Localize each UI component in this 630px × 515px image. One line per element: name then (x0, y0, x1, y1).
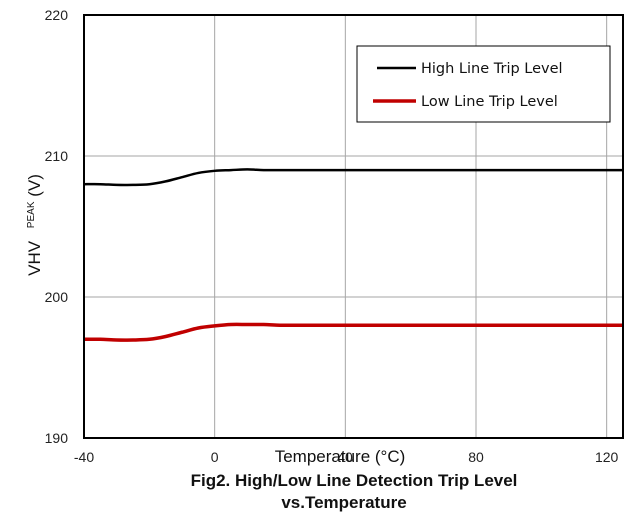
figure-caption-line-2: vs.Temperature (281, 493, 406, 512)
figure-caption-line-1: Fig2. High/Low Line Detection Trip Level (191, 471, 518, 490)
y-tick-label: 200 (45, 289, 69, 305)
series-line-0 (83, 168, 623, 187)
legend-box (356, 45, 611, 123)
y-axis-title-unit: (V) (25, 174, 44, 197)
y-axis-title: VHV PEAK (V) (19, 174, 44, 276)
x-tick-label: 0 (211, 449, 219, 465)
legend-label-low: Low Line Trip Level (421, 94, 558, 110)
y-tick-label: 220 (45, 7, 69, 23)
x-tick-label-overlap: 40 (337, 449, 353, 465)
x-tick-label: -40 (74, 449, 94, 465)
series-line-1 (83, 322, 623, 342)
x-tick-label: 80 (468, 449, 484, 465)
y-axis-title-main: VHV (25, 240, 44, 276)
series-layer (83, 168, 623, 342)
y-tick-label: 210 (45, 148, 69, 164)
y-tick-label: 190 (45, 430, 69, 446)
svg-text:VHV PEAK (V): VHV PEAK (V) (19, 174, 44, 276)
x-tick-labels: -40 0 80 120 (74, 449, 619, 465)
legend: High Line Trip Level Low Line Trip Level (356, 45, 611, 123)
y-tick-labels: 190 200 210 220 (45, 7, 69, 446)
x-axis-title: Temperature (°C) (275, 447, 406, 466)
plot-area-border (83, 14, 624, 439)
legend-label-high: High Line Trip Level (421, 61, 563, 77)
x-tick-label: 120 (595, 449, 619, 465)
y-axis-title-sub: PEAK (26, 201, 37, 228)
